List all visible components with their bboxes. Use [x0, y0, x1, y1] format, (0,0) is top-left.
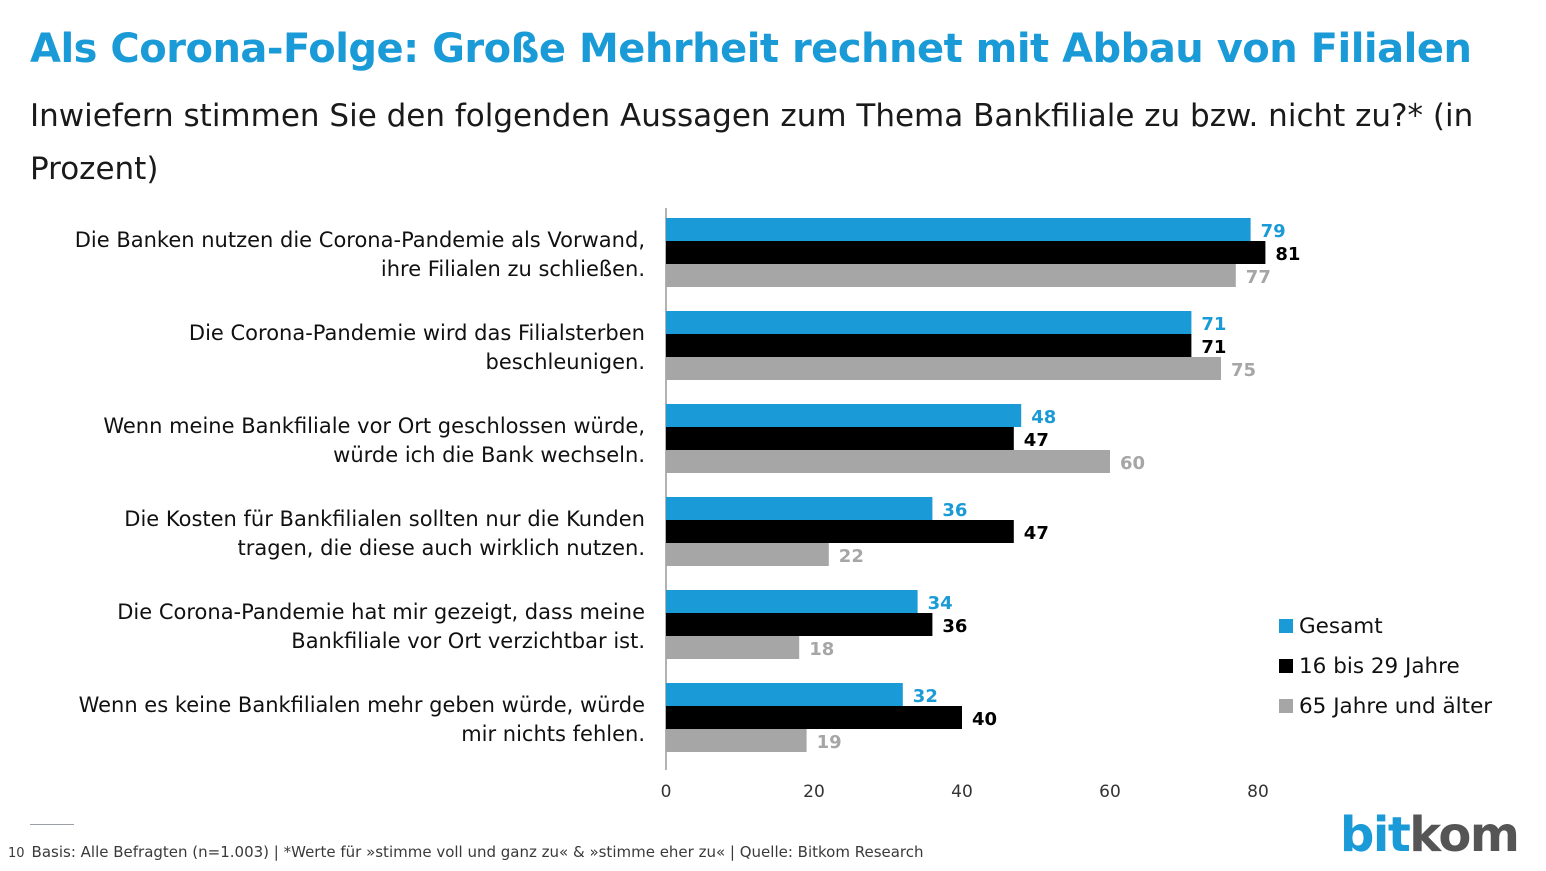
bar-value-label: 71: [1201, 314, 1226, 335]
bar-value-label: 75: [1231, 360, 1256, 381]
bar: [666, 264, 1236, 287]
x-tick-label: 80: [1247, 782, 1269, 802]
bar: [666, 636, 800, 659]
bar-value-label: 22: [839, 546, 864, 567]
bar: [666, 520, 1014, 543]
bar-value-label: 40: [972, 709, 997, 730]
chart-legend: Gesamt 16 bis 29 Jahre 65 Jahre und älte…: [1279, 606, 1492, 726]
bar: [666, 706, 962, 729]
legend-label-gesamt: Gesamt: [1299, 613, 1383, 639]
bar: [666, 683, 903, 706]
category-label-line: Die Corona-Pandemie wird das Filialsterb…: [188, 321, 645, 345]
category-label-line: Bankfiliale vor Ort verzichtbar ist.: [291, 629, 645, 653]
category-label-line: Die Kosten für Bankfilialen sollten nur …: [124, 507, 645, 531]
footer-note: Basis: Alle Befragten (n=1.003) | *Werte…: [31, 843, 924, 861]
footer: 10 Basis: Alle Befragten (n=1.003) | *Wer…: [8, 843, 924, 861]
bar: [666, 311, 1192, 334]
bar: [666, 450, 1110, 473]
x-tick-label: 0: [661, 782, 672, 802]
bar-value-label: 36: [942, 500, 967, 521]
category-label-line: ihre Filialen zu schließen.: [380, 257, 645, 281]
bar: [666, 543, 829, 566]
bar: [666, 404, 1022, 427]
legend-item-16-29: 16 bis 29 Jahre: [1279, 646, 1492, 686]
bar-value-label: 19: [817, 732, 842, 753]
category-label-line: Die Banken nutzen die Corona-Pandemie al…: [74, 228, 645, 252]
bar-value-label: 47: [1024, 523, 1049, 544]
legend-swatch-gesamt: [1279, 619, 1293, 633]
legend-item-gesamt: Gesamt: [1279, 606, 1492, 646]
bar-value-label: 71: [1201, 337, 1226, 358]
bar-value-label: 32: [913, 686, 938, 707]
category-label-line: beschleunigen.: [485, 350, 646, 374]
category-label: Die Kosten für Bankfilialen sollten nur …: [30, 505, 645, 563]
category-label-line: tragen, die diese auch wirklich nutzen.: [237, 536, 645, 560]
page-title: Als Corona-Folge: Große Mehrheit rechnet…: [30, 26, 1472, 72]
bar: [666, 357, 1221, 380]
logo-part-bit: bit: [1340, 807, 1411, 863]
legend-swatch-65-plus: [1279, 699, 1293, 713]
logo-part-kom: kom: [1409, 807, 1520, 863]
bar-value-label: 36: [942, 616, 967, 637]
category-label: Wenn es keine Bankfilialen mehr geben wü…: [30, 691, 645, 749]
page-subtitle: Inwiefern stimmen Sie den folgenden Auss…: [30, 98, 1474, 187]
bar-value-label: 81: [1275, 244, 1300, 265]
bar-value-label: 79: [1261, 221, 1286, 242]
page-number: 10: [8, 846, 25, 861]
bar: [666, 497, 933, 520]
bar-value-label: 47: [1024, 430, 1049, 451]
legend-item-65-plus: 65 Jahre und älter: [1279, 686, 1492, 726]
bar: [666, 613, 933, 636]
category-label: Die Corona-Pandemie wird das Filialsterb…: [30, 319, 645, 377]
legend-label-16-29: 16 bis 29 Jahre: [1299, 653, 1460, 679]
bar-value-label: 77: [1246, 267, 1271, 288]
legend-label-65-plus: 65 Jahre und älter: [1299, 693, 1493, 719]
bar: [666, 241, 1266, 264]
bar-value-label: 60: [1120, 453, 1145, 474]
bar: [666, 218, 1251, 241]
category-label-line: Wenn meine Bankfiliale vor Ort geschloss…: [103, 414, 645, 438]
x-tick-label: 60: [1099, 782, 1121, 802]
category-label: Wenn meine Bankfiliale vor Ort geschloss…: [30, 412, 645, 470]
bar-value-label: 18: [809, 639, 834, 660]
category-label: Die Banken nutzen die Corona-Pandemie al…: [30, 226, 645, 284]
category-label: Die Corona-Pandemie hat mir gezeigt, das…: [30, 598, 645, 656]
x-tick-label: 40: [951, 782, 973, 802]
bitkom-logo: bitkom: [1340, 807, 1520, 863]
x-tick-label: 20: [803, 782, 825, 802]
category-label-line: Wenn es keine Bankfilialen mehr geben wü…: [78, 693, 645, 717]
bar: [666, 590, 918, 613]
bar-value-label: 48: [1031, 407, 1056, 428]
bar: [666, 334, 1192, 357]
category-label-line: Die Corona-Pandemie hat mir gezeigt, das…: [117, 600, 645, 624]
footer-divider: [30, 824, 74, 825]
category-label-line: würde ich die Bank wechseln.: [333, 443, 645, 467]
category-label-line: mir nichts fehlen.: [461, 722, 645, 746]
bar: [666, 427, 1014, 450]
bar: [666, 729, 807, 752]
bar-value-label: 34: [928, 593, 953, 614]
legend-swatch-16-29: [1279, 659, 1293, 673]
